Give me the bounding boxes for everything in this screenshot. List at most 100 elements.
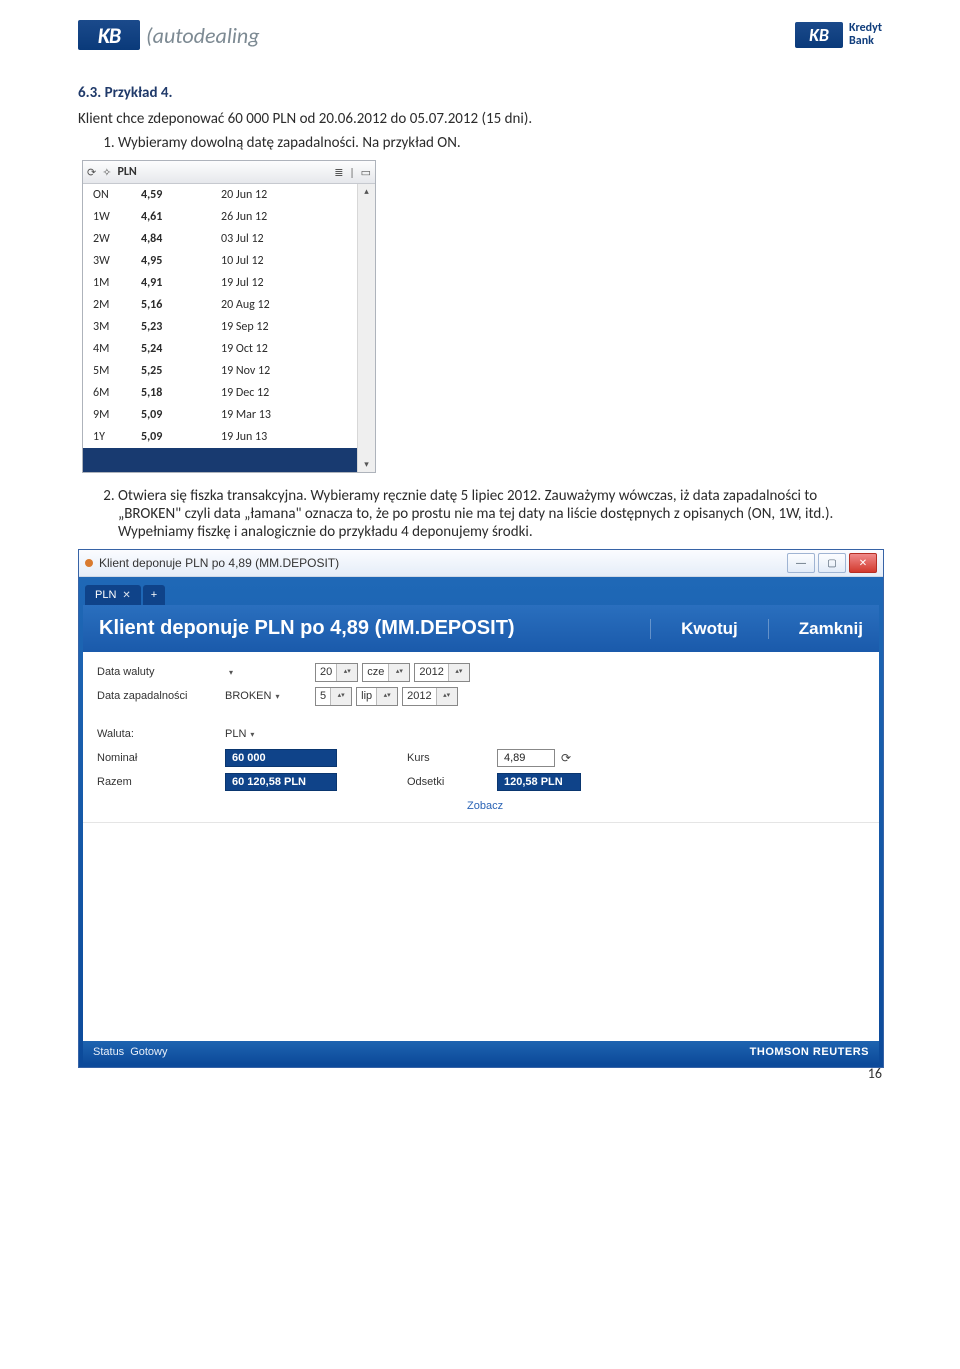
date-cell: 10 Jul 12 <box>221 254 357 268</box>
rates-row[interactable]: 3M5,2319 Sep 12 <box>83 316 357 338</box>
rates-row[interactable]: 1M4,9119 Jul 12 <box>83 272 357 294</box>
scroll-up-icon[interactable]: ▴ <box>364 186 369 197</box>
kredyt-line2: Bank <box>849 35 882 48</box>
status-dot-icon <box>85 559 93 567</box>
rate-cell: 5,25 <box>141 364 221 378</box>
label-total: Razem <box>97 776 225 788</box>
status-label: Status <box>93 1046 124 1058</box>
tenor-cell: 1M <box>83 276 141 290</box>
tenor-cell: 5M <box>83 364 141 378</box>
rate-cell: 5,18 <box>141 386 221 400</box>
strip-title: Klient deponuje PLN po 4,89 (MM.DEPOSIT) <box>99 617 515 640</box>
date-cell: 19 Sep 12 <box>221 320 357 334</box>
label-value-date: Data waluty <box>97 666 225 678</box>
date-cell: 03 Jul 12 <box>221 232 357 246</box>
maturity-day[interactable]: 5▴▾ <box>315 687 352 706</box>
tenor-cell: 9M <box>83 408 141 422</box>
rate-cell: 4,84 <box>141 232 221 246</box>
minimize-button[interactable]: — <box>787 553 815 573</box>
rate-cell: 5,24 <box>141 342 221 356</box>
tab-pln[interactable]: PLN ✕ <box>85 585 141 605</box>
tenor-cell: 4M <box>83 342 141 356</box>
rates-row[interactable]: 2W4,8403 Jul 12 <box>83 228 357 250</box>
quote-button[interactable]: Kwotuj <box>650 619 738 639</box>
rate-cell: 4,59 <box>141 188 221 202</box>
step-2: Otwiera się fiszka transakcyjna. Wybiera… <box>118 487 882 541</box>
rate-cell: 5,16 <box>141 298 221 312</box>
kb-mark-small-icon: KB <box>795 22 843 48</box>
scrollbar[interactable]: ▴ ▾ <box>357 184 375 472</box>
rate-cell: 4,95 <box>141 254 221 268</box>
label-nominal: Nominał <box>97 752 225 764</box>
split-icon[interactable]: | <box>350 166 355 179</box>
date-cell: 19 Oct 12 <box>221 342 357 356</box>
rates-panel: ⟳ ✧ PLN ≣ | ▭ ON4,5920 Jun 121W4,6126 Ju… <box>82 160 376 473</box>
intro-text: Klient chce zdeponować 60 000 PLN od 20.… <box>78 110 882 128</box>
interest-value: 120,58 PLN <box>497 773 581 791</box>
autodealing-label: autodealing <box>146 22 266 49</box>
rate-refresh-icon[interactable]: ⟳ <box>561 751 571 765</box>
tenor-cell: 2M <box>83 298 141 312</box>
section-title: 6.3. Przykład 4. <box>78 84 882 102</box>
date-cell: 19 Mar 13 <box>221 408 357 422</box>
rate-input[interactable]: 4,89 <box>497 749 555 767</box>
rates-row[interactable]: 4M5,2419 Oct 12 <box>83 338 357 360</box>
date-cell: 19 Nov 12 <box>221 364 357 378</box>
currency-dropdown[interactable]: PLN▾ <box>225 728 254 740</box>
tenor-cell: 6M <box>83 386 141 400</box>
tab-close-icon[interactable]: ✕ <box>122 590 130 601</box>
rates-row[interactable]: 6M5,1819 Dec 12 <box>83 382 357 404</box>
value-date-year[interactable]: 2012▴▾ <box>414 663 469 682</box>
tab-label: PLN <box>95 589 116 601</box>
rates-row[interactable]: 2M5,1620 Aug 12 <box>83 294 357 316</box>
label-interest: Odsetki <box>407 776 497 788</box>
value-date-day[interactable]: 20▴▾ <box>315 663 358 682</box>
tenor-cell: 1W <box>83 210 141 224</box>
window-title: Klient deponuje PLN po 4,89 (MM.DEPOSIT) <box>99 556 339 570</box>
label-rate: Kurs <box>407 752 497 764</box>
view-link[interactable]: Zobacz <box>467 800 503 812</box>
tenor-cell: 3W <box>83 254 141 268</box>
rates-row[interactable]: 9M5,0919 Mar 13 <box>83 404 357 426</box>
rates-row[interactable]: 1Y5,0919 Jun 13 <box>83 426 357 448</box>
nominal-input[interactable]: 60 000 <box>225 749 337 767</box>
rates-row-selected[interactable] <box>83 448 357 472</box>
rates-row[interactable]: 1W4,6126 Jun 12 <box>83 206 357 228</box>
maximize-button[interactable]: ▢ <box>818 553 846 573</box>
rate-cell: 4,91 <box>141 276 221 290</box>
window-icon[interactable]: ▭ <box>361 166 371 179</box>
value-date-month[interactable]: cze▴▾ <box>362 663 410 682</box>
label-currency: Waluta: <box>97 728 225 740</box>
date-cell: 20 Jun 12 <box>221 188 357 202</box>
maturity-year[interactable]: 2012▴▾ <box>402 687 457 706</box>
value-date-dropdown[interactable]: ▾ <box>225 668 315 677</box>
tenor-cell: 1Y <box>83 430 141 444</box>
rates-row[interactable]: 5M5,2519 Nov 12 <box>83 360 357 382</box>
pin-icon[interactable]: ✧ <box>102 166 111 179</box>
rates-row[interactable]: 3W4,9510 Jul 12 <box>83 250 357 272</box>
maturity-month[interactable]: lip▴▾ <box>356 687 398 706</box>
rate-cell: 5,09 <box>141 408 221 422</box>
rates-currency: PLN <box>117 165 136 179</box>
blank-area <box>83 822 879 1041</box>
rates-row[interactable]: ON4,5920 Jun 12 <box>83 184 357 206</box>
logo-right: KB Kredyt Bank <box>795 22 882 48</box>
close-button[interactable]: ✕ <box>849 553 877 573</box>
kb-mark-icon: KB <box>78 20 140 50</box>
refresh-icon[interactable]: ⟳ <box>87 166 96 179</box>
label-maturity: Data zapadalności <box>97 690 225 702</box>
rate-cell: 5,09 <box>141 430 221 444</box>
tenor-cell: 3M <box>83 320 141 334</box>
scroll-down-icon[interactable]: ▾ <box>364 459 369 470</box>
tab-add[interactable]: + <box>143 585 165 605</box>
rate-cell: 5,23 <box>141 320 221 334</box>
list-icon[interactable]: ≣ <box>334 166 343 179</box>
date-cell: 20 Aug 12 <box>221 298 357 312</box>
maturity-type-dropdown[interactable]: BROKEN▾ <box>225 690 315 702</box>
deposit-window: Klient deponuje PLN po 4,89 (MM.DEPOSIT)… <box>78 549 884 1068</box>
tenor-cell: ON <box>83 188 141 202</box>
date-cell: 26 Jun 12 <box>221 210 357 224</box>
date-cell: 19 Jul 12 <box>221 276 357 290</box>
close-action-button[interactable]: Zamknij <box>768 619 863 639</box>
date-cell: 19 Dec 12 <box>221 386 357 400</box>
